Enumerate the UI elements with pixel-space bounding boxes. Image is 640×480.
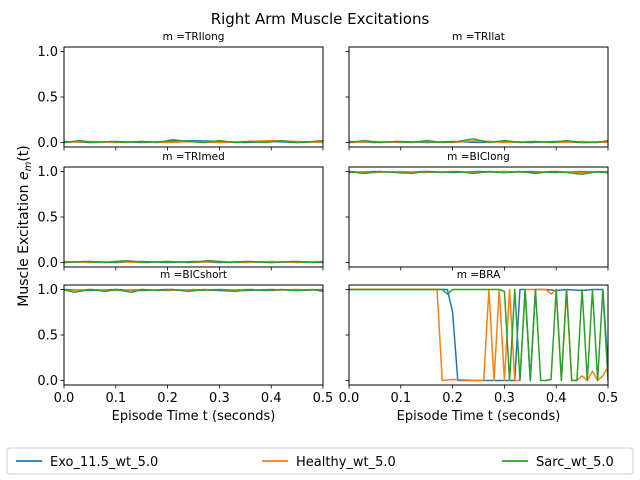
axes-frame (348, 46, 609, 148)
x-tick-label: 0.5 (313, 391, 334, 406)
subplot-grid: m =TRIlong 0.0 0.5 1.0 m =TRIlat m =TRImed 0.0… (37, 31, 618, 424)
series-line-Sarc_wt_5.0 (64, 138, 323, 144)
x-axis-label: Episode Time t (seconds) (397, 409, 561, 424)
y-tick-label: 0.0 (37, 256, 58, 271)
legend-label: Healthy_wt_5.0 (296, 455, 396, 470)
x-tick-label: 0.0 (54, 391, 75, 406)
subplot-title: m =BRA (457, 269, 501, 281)
subplot-title: m =BICshort (160, 269, 227, 281)
axes-frame (348, 166, 609, 268)
y-tick-label: 1.0 (37, 283, 58, 298)
legend-frame (6, 447, 634, 475)
x-tick-label: 0.3 (209, 391, 230, 406)
y-tick-label: 1.0 (37, 165, 58, 180)
x-tick-label: 0.3 (494, 391, 515, 406)
x-tick-label: 0.4 (261, 391, 282, 406)
subplot-6: m =BRA 0.0 0.1 0.2 0.3 0.4 0.5 Episode Time t (… (339, 269, 619, 424)
y-tick-label: 0.5 (37, 91, 58, 106)
subplot-4: m =BIClong (345, 151, 609, 271)
figure-title: Right Arm Muscle Excitations (211, 10, 430, 28)
series-line-Sarc_wt_5.0 (349, 138, 608, 144)
subplot-title: m =BIClong (447, 151, 510, 163)
subplot-title: m =TRImed (162, 151, 225, 163)
x-tick-label: 0.4 (546, 391, 567, 406)
axes-frame (63, 166, 324, 268)
y-tick-label: 0.5 (37, 329, 58, 344)
y-tick-label: 0.0 (37, 374, 58, 389)
subplot-1: m =TRIlong 0.0 0.5 1.0 (37, 31, 324, 151)
x-axis-label: Episode Time t (seconds) (112, 409, 276, 424)
y-tick-label: 0.0 (37, 136, 58, 151)
legend-entry: Healthy_wt_5.0 (262, 455, 396, 470)
x-tick-label: 0.2 (157, 391, 178, 406)
x-tick-label: 0.2 (442, 391, 463, 406)
x-tick-label: 0.0 (339, 391, 360, 406)
axes-frame (63, 46, 324, 148)
x-tick-label: 0.1 (105, 391, 126, 406)
series-line-Sarc_wt_5.0 (349, 170, 608, 176)
axes-frame (63, 284, 324, 386)
y-axis-label: Muscle Excitation em(t) (16, 145, 34, 307)
y-tick-label: 1.0 (37, 45, 58, 60)
subplot-title: m =TRIlat (452, 31, 505, 43)
legend-entry: Exo_11.5_wt_5.0 (16, 455, 158, 470)
subplot-2: m =TRIlat (345, 31, 609, 151)
legend-label: Sarc_wt_5.0 (536, 455, 614, 470)
subplot-3: m =TRImed 0.0 0.5 1.0 (37, 151, 324, 271)
series-line-Sarc_wt_5.0 (64, 288, 323, 294)
legend-label: Exo_11.5_wt_5.0 (50, 455, 158, 470)
legend: Exo_11.5_wt_5.0 Healthy_wt_5.0 Sarc_wt_5.0 (6, 447, 634, 475)
x-tick-label: 0.1 (390, 391, 411, 406)
subplot-5: m =BICshort 0.0 0.5 1.0 0.0 0.1 0.2 0.3 0.4 0.5 Ep… (37, 269, 333, 424)
series-line-Sarc_wt_5.0 (64, 259, 323, 264)
x-tick-label: 0.5 (598, 391, 619, 406)
subplot-title: m =TRIlong (163, 31, 225, 43)
y-tick-label: 0.5 (37, 211, 58, 226)
series-line-Sarc_wt_5.0 (349, 288, 608, 382)
series-line-Healthy_wt_5.0 (349, 288, 608, 382)
legend-entry: Sarc_wt_5.0 (502, 455, 614, 470)
